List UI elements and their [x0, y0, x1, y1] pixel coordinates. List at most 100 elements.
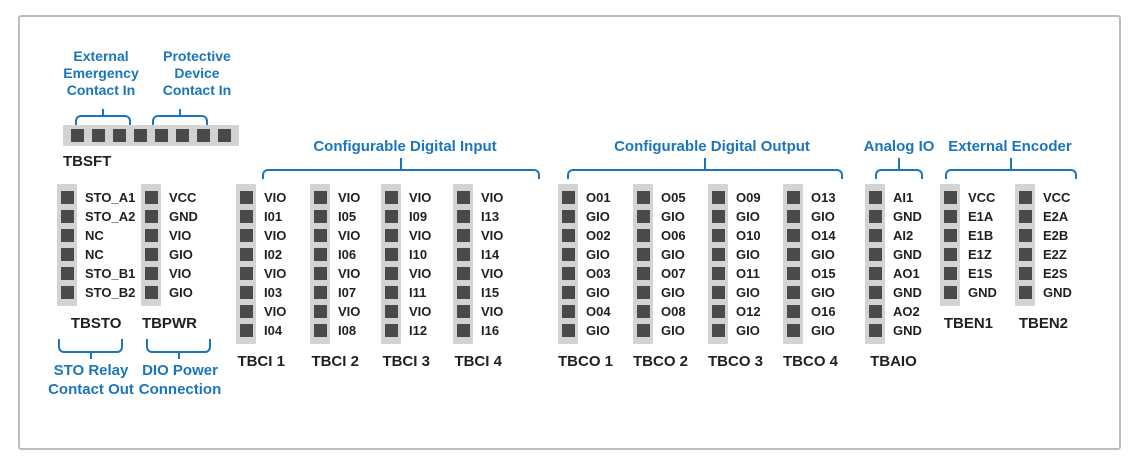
pin-icon: [868, 286, 882, 299]
pin-icon: [711, 210, 725, 223]
pin-icon: [239, 286, 253, 299]
pin-icon: [144, 229, 158, 242]
pin-label: E2S: [1043, 266, 1068, 281]
pin-strip: [1015, 184, 1035, 306]
pin-label: AI1: [893, 190, 914, 205]
pin-icon: [60, 229, 74, 242]
terminal-block-tbco3: O09 GIO O10 GIO O11 GIO O12 GIO TBCO 3: [708, 184, 763, 370]
pin-label: VCC: [1043, 190, 1071, 205]
pin-icon: [786, 210, 800, 223]
pin-label: VIO: [338, 266, 361, 281]
pin-label: VIO: [481, 190, 504, 205]
pin-icon: [561, 324, 575, 337]
pin-strip: [633, 184, 653, 344]
pin-icon: [239, 305, 253, 318]
pin-icon: [155, 129, 168, 142]
header-external-encoder: External Encoder: [948, 138, 1072, 155]
pin-icon: [561, 248, 575, 261]
pin-label: I07: [338, 285, 357, 300]
pin-label: GND: [169, 209, 198, 224]
header-configurable-digital-output: Configurable Digital Output: [614, 138, 810, 155]
pin-icon: [711, 248, 725, 261]
pin-label: STO_B2: [85, 285, 136, 300]
pin-label: I05: [338, 209, 357, 224]
pin-label: GIO: [586, 209, 610, 224]
pin-icon: [1018, 191, 1032, 204]
pin-strip: [783, 184, 803, 344]
pin-label: VIO: [338, 190, 361, 205]
pin-icon: [144, 248, 158, 261]
pin-icon: [239, 324, 253, 337]
pin-label: GIO: [736, 209, 760, 224]
pin-icon: [943, 229, 957, 242]
pin-label: O07: [661, 266, 686, 281]
terminal-block-tbco1: O01 GIO O02 GIO O03 GIO O04 GIO TBCO 1: [558, 184, 613, 370]
pin-label: O11: [736, 266, 760, 281]
pin-icon: [786, 305, 800, 318]
pin-label: GIO: [736, 285, 760, 300]
pin-label: STO_A2: [85, 209, 136, 224]
pin-label: E2B: [1043, 228, 1069, 243]
pin-label: I10: [409, 247, 428, 262]
pin-label: I01: [264, 209, 283, 224]
pin-label: STO_A1: [85, 190, 136, 205]
pin-icon: [636, 305, 650, 318]
pin-strip: [558, 184, 578, 344]
pin-label: I08: [338, 323, 357, 338]
pin-label: I03: [264, 285, 283, 300]
pin-label: I09: [409, 209, 428, 224]
sto-relay-brace-icon: [58, 339, 123, 359]
pin-icon: [636, 191, 650, 204]
pin-label: GND: [893, 323, 922, 338]
block-label-tbco3: TBCO 3: [708, 353, 764, 370]
pin-icon: [384, 267, 398, 280]
pin-label: I13: [481, 209, 500, 224]
pin-label: O10: [736, 228, 761, 243]
pin-strip: [310, 184, 330, 344]
pin-label: GIO: [811, 323, 835, 338]
callout-external-emergency-contact-in: External Emergency Contact In: [63, 48, 139, 98]
pin-strip: [940, 184, 960, 306]
pin-label: E1A: [968, 209, 994, 224]
pin-label: O02: [586, 228, 611, 243]
pin-label: GND: [968, 285, 997, 300]
pin-label: GIO: [811, 247, 835, 262]
pin-icon: [868, 305, 882, 318]
pin-label: GND: [893, 285, 922, 300]
pin-icon: [456, 191, 470, 204]
pin-icon: [92, 129, 105, 142]
pin-label: VIO: [264, 228, 287, 243]
pin-icon: [636, 229, 650, 242]
external-emergency-brace-icon: [75, 109, 131, 125]
pin-icon: [1018, 248, 1032, 261]
pin-icon: [786, 267, 800, 280]
pin-icon: [384, 324, 398, 337]
pin-icon: [456, 305, 470, 318]
pin-label: O06: [661, 228, 686, 243]
pin-icon: [456, 286, 470, 299]
pin-label: VIO: [409, 266, 432, 281]
pin-icon: [868, 191, 882, 204]
pin-label: GIO: [586, 323, 610, 338]
pin-icon: [60, 267, 74, 280]
pin-label: O09: [736, 190, 761, 205]
pin-label: VIO: [409, 190, 432, 205]
pin-icon: [313, 286, 327, 299]
pin-label: O08: [661, 304, 686, 319]
pin-icon: [144, 267, 158, 280]
terminal-block-tbci1: VIO I01 VIO I02 VIO I03 VIO I04 TBCI 1: [236, 184, 286, 370]
pin-strip: [381, 184, 401, 344]
pin-label: GIO: [811, 285, 835, 300]
terminal-block-tbpwr: VCC GND VIO GIO VIO GIO TBPWR: [141, 184, 198, 332]
pin-icon: [144, 191, 158, 204]
callout-dio-power-connection: DIO Power Connection: [138, 362, 222, 398]
pin-label: GIO: [586, 285, 610, 300]
pin-label: GIO: [811, 209, 835, 224]
pin-strip: [236, 184, 256, 344]
pin-label: I15: [481, 285, 500, 300]
block-label-tbsto: TBSTO: [70, 315, 122, 332]
pin-label: I02: [264, 247, 283, 262]
pin-icon: [711, 267, 725, 280]
pin-icon: [1018, 229, 1032, 242]
pin-icon: [456, 248, 470, 261]
